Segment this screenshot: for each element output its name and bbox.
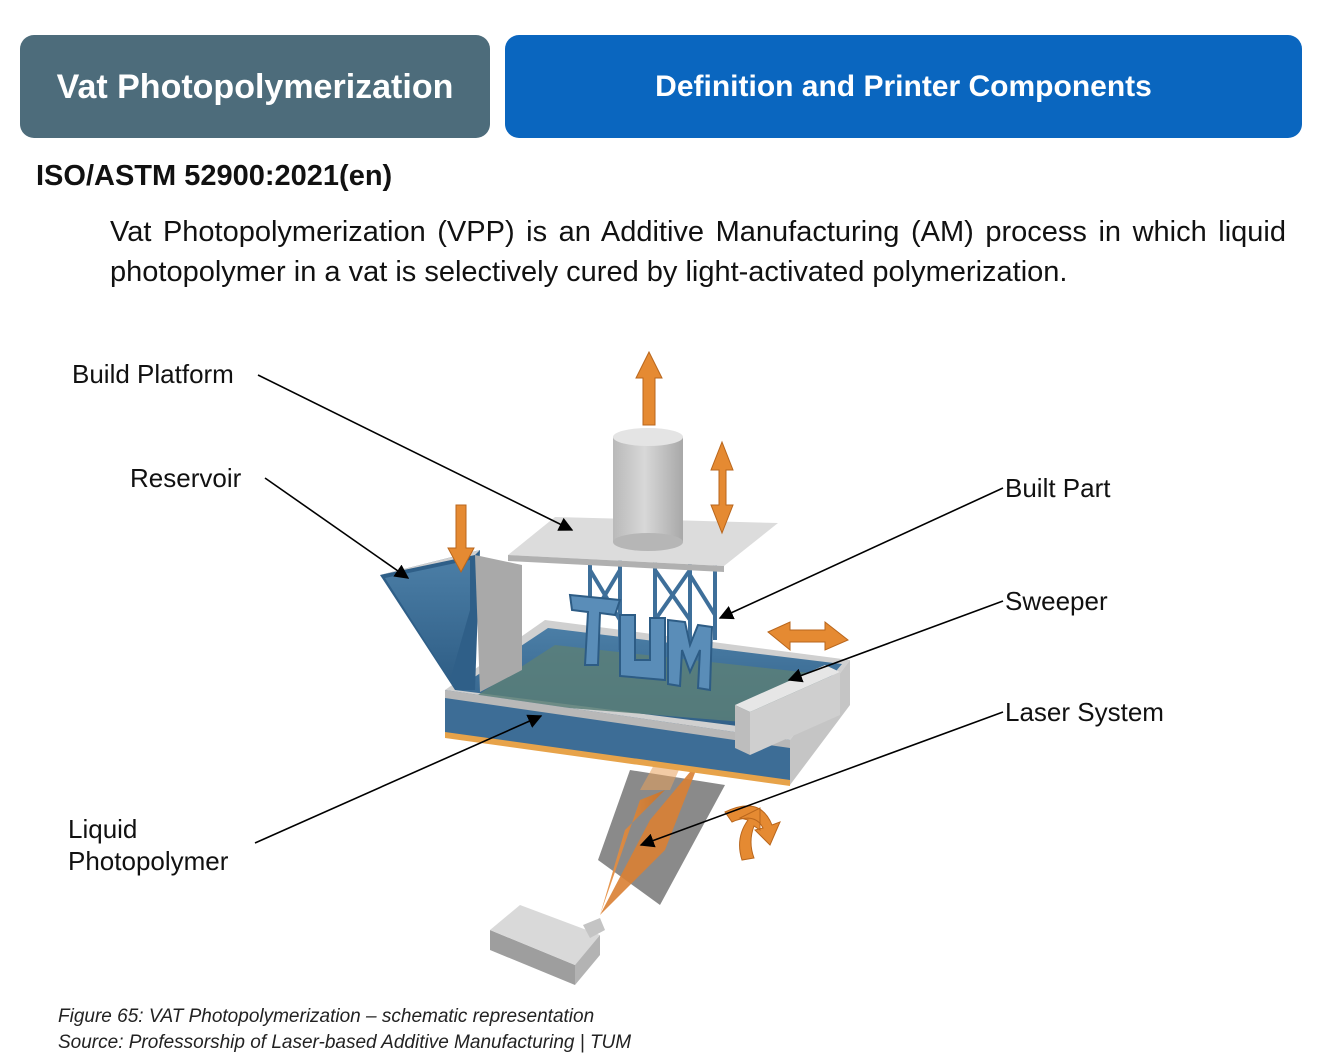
- topic-title-banner: Definition and Printer Components: [505, 35, 1302, 138]
- label-sweeper: Sweeper: [1005, 586, 1108, 616]
- leader-built-part: [718, 487, 1004, 620]
- standard-reference: ISO/ASTM 52900:2021(en): [36, 160, 393, 192]
- leader-reservoir: [264, 477, 410, 579]
- arrow-mirror-rotate: [724, 805, 781, 861]
- laser-unit: [490, 905, 605, 985]
- figure-caption: Figure 65: VAT Photopolymerization – sch…: [58, 1006, 595, 1027]
- label-reservoir: Reservoir: [130, 463, 242, 493]
- arrow-sweeper: [767, 620, 849, 652]
- topic-title: Definition and Printer Components: [655, 69, 1152, 103]
- leader-build-platform: [257, 374, 574, 531]
- leader-lines: [254, 374, 1004, 848]
- reservoir: [380, 550, 522, 692]
- leader-laser-system: [639, 711, 1004, 848]
- section-title: Vat Photopolymerization: [56, 67, 454, 106]
- section-title-banner: Vat Photopolymerization: [20, 35, 490, 138]
- sweeper: [735, 665, 840, 755]
- label-laser-system: Laser System: [1005, 697, 1164, 727]
- elevator-cylinder: [613, 428, 683, 551]
- leader-sweeper: [787, 600, 1004, 683]
- arrow-up-platform: [635, 350, 663, 426]
- leader-liquid-photopolymer: [254, 714, 543, 844]
- label-build-platform: Build Platform: [72, 359, 234, 389]
- motion-arrows: [447, 350, 849, 861]
- figure-source: Source: Professorship of Laser-based Add…: [58, 1032, 632, 1053]
- label-built-part: Built Part: [1005, 473, 1111, 503]
- label-liquid-photopolymer: Liquid Photopolymer: [68, 814, 229, 876]
- tum-letters: [568, 593, 714, 692]
- definition-text: Vat Photopolymerization (VPP) is an Addi…: [110, 216, 1286, 288]
- arrow-down-reservoir: [447, 504, 475, 574]
- arrow-updown-platform: [710, 440, 734, 535]
